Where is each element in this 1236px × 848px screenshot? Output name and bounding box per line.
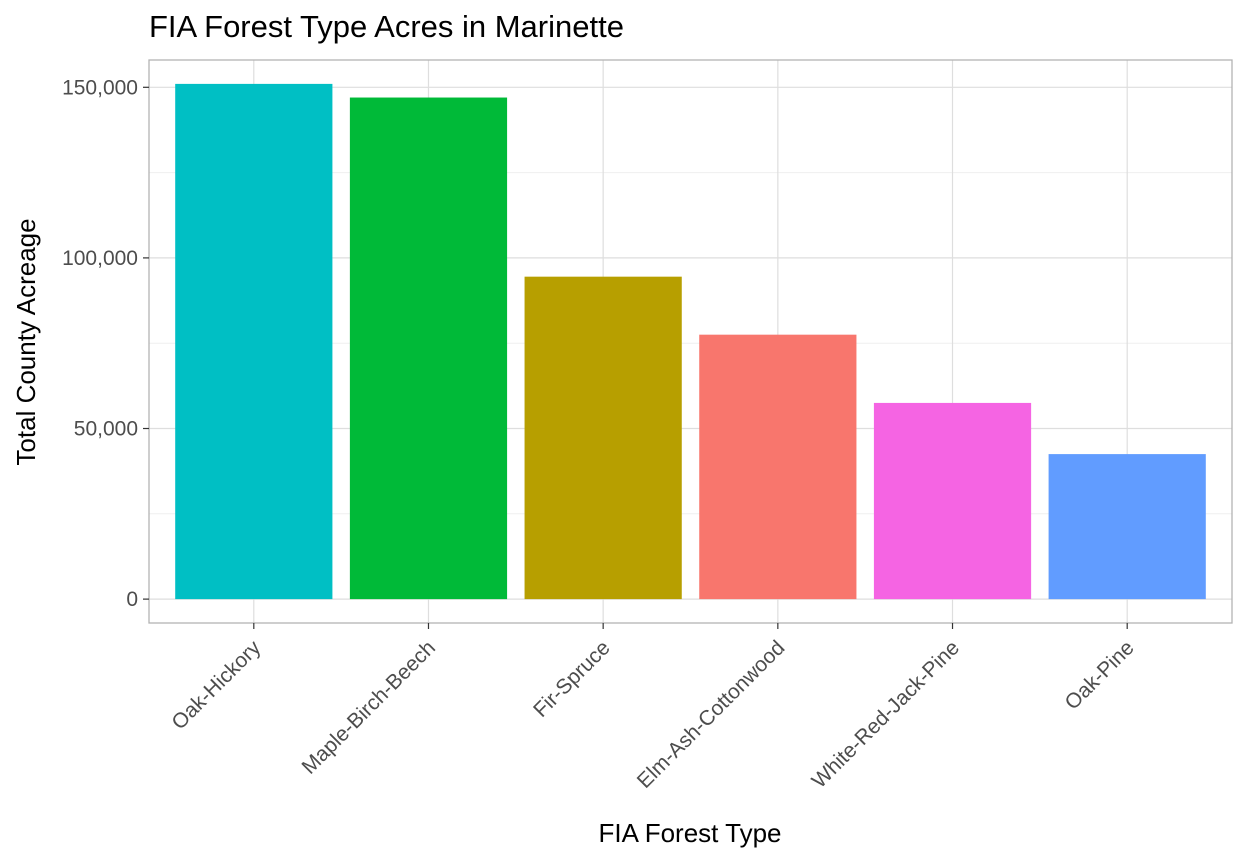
- x-tick-label: Elm-Ash-Cottonwood: [633, 636, 790, 793]
- bar-white-red-jack-pine: [874, 403, 1031, 599]
- x-axis: Oak-Hickory Maple-Birch-Beech Fir-Spruce El…: [167, 623, 1138, 793]
- y-axis: 0 50,000 100,000 150,000: [62, 76, 149, 611]
- bar-fir-spruce: [525, 277, 682, 599]
- chart-title: FIA Forest Type Acres in Marinette: [149, 9, 624, 44]
- x-tick-label: Fir-Spruce: [529, 636, 615, 722]
- x-tick-label: Oak-Hickory: [167, 636, 265, 734]
- y-tick-label: 50,000: [74, 418, 138, 441]
- x-tick-label: Maple-Birch-Beech: [297, 636, 440, 779]
- x-tick-label: Oak-Pine: [1061, 636, 1139, 714]
- y-tick-label: 0: [126, 588, 138, 611]
- bars: [175, 84, 1206, 599]
- bar-elm-ash-cottonwood: [699, 335, 856, 599]
- bar-oak-pine: [1049, 454, 1206, 599]
- y-tick-label: 100,000: [62, 247, 138, 270]
- x-tick-label: White-Red-Jack-Pine: [807, 636, 964, 793]
- bar-maple-birch-beech: [350, 98, 507, 600]
- bar-oak-hickory: [175, 84, 332, 599]
- x-axis-title: FIA Forest Type: [598, 818, 781, 848]
- y-axis-title: Total County Acreage: [11, 218, 41, 465]
- y-tick-label: 150,000: [62, 76, 138, 99]
